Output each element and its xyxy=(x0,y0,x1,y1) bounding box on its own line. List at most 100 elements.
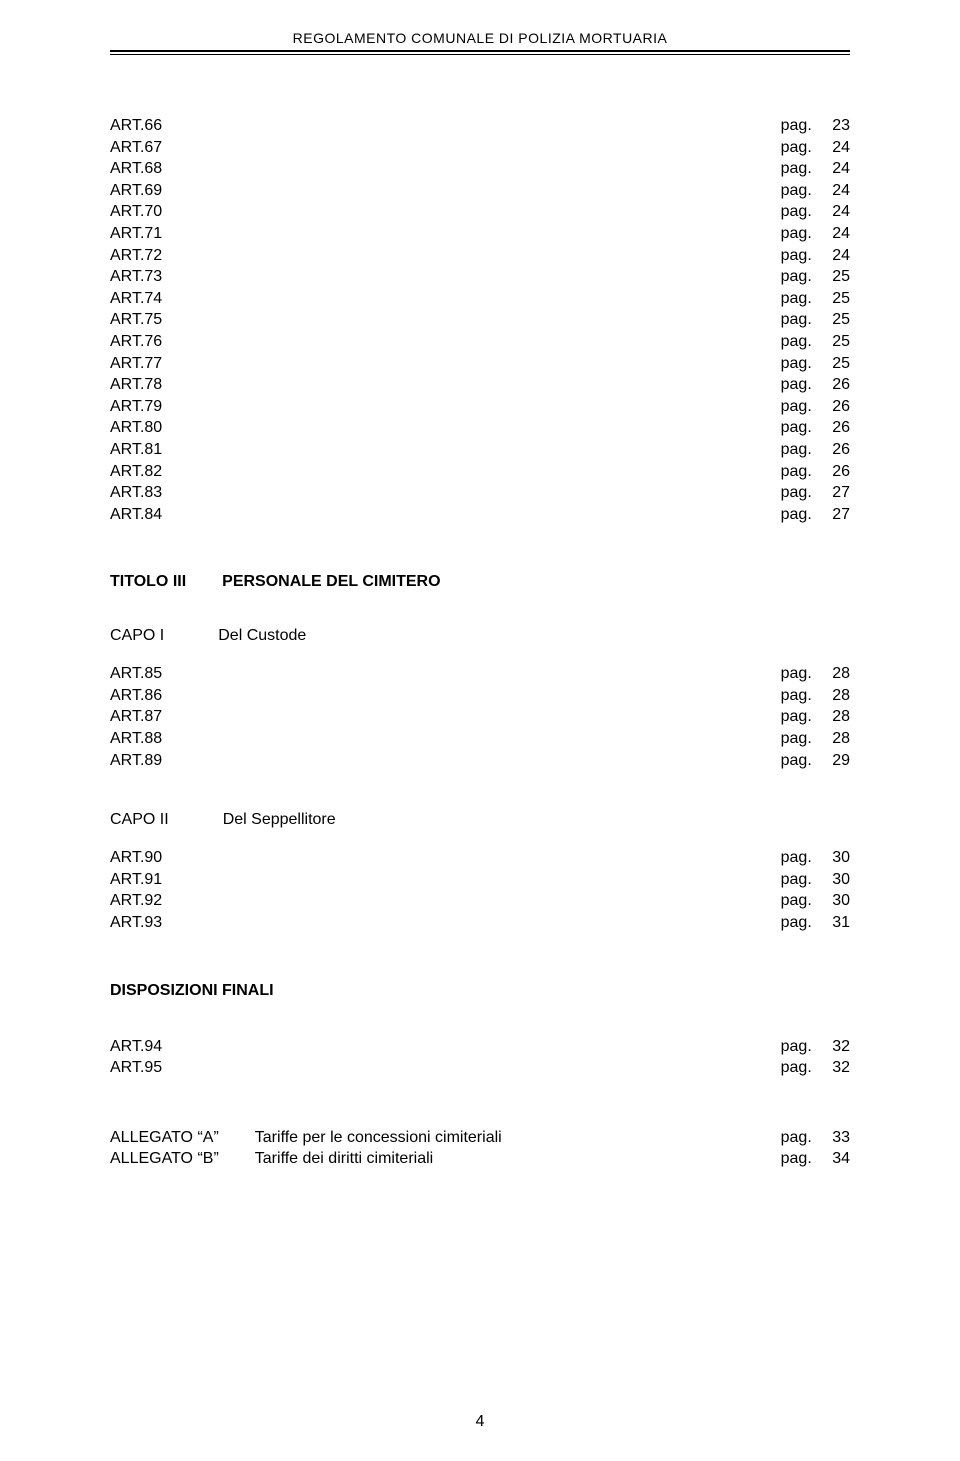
toc-page-ref: pag.26 xyxy=(781,439,850,461)
toc-row: ART.94pag.32 xyxy=(110,1036,850,1058)
toc-article-label: ART.87 xyxy=(110,706,162,728)
page-number-value: 24 xyxy=(828,180,850,202)
toc-row: ART.86pag.28 xyxy=(110,685,850,707)
toc-page-ref: pag.27 xyxy=(781,504,850,526)
toc-page-ref: pag.28 xyxy=(781,685,850,707)
header-rule xyxy=(110,50,850,55)
page-label: pag. xyxy=(781,115,812,137)
page-label: pag. xyxy=(781,309,812,331)
toc-row: ART.90 pag. 30 xyxy=(110,847,850,869)
toc-page-ref: pag.28 xyxy=(781,706,850,728)
toc-row: ART.73 pag. 25 xyxy=(110,266,850,288)
toc-row: ART.71pag.24 xyxy=(110,223,850,245)
toc-article-label: ART.80 xyxy=(110,417,162,439)
toc-article-label: ART.91 xyxy=(110,869,162,891)
toc-article-label: ART.78 xyxy=(110,374,162,396)
page-number-value: 25 xyxy=(828,353,850,375)
toc-row: ART.67pag.24 xyxy=(110,137,850,159)
page-label: pag. xyxy=(781,847,812,869)
page-label: pag. xyxy=(781,331,812,353)
titolo-3-title: PERSONALE DEL CIMITERO xyxy=(222,573,440,591)
page-label: pag. xyxy=(781,482,812,504)
toc-page-ref: pag.24 xyxy=(781,223,850,245)
page-label: pag. xyxy=(781,461,812,483)
page-number-value: 26 xyxy=(828,417,850,439)
page-label: pag. xyxy=(781,912,812,934)
toc-row: ART.78 pag. 26 xyxy=(110,374,850,396)
toc-row: ART.75pag.25 xyxy=(110,309,850,331)
page-header-title: REGOLAMENTO COMUNALE DI POLIZIA MORTUARI… xyxy=(110,30,850,46)
toc-row: ART.77 pag.25 xyxy=(110,353,850,375)
page-label: pag. xyxy=(781,374,812,396)
page-label: pag. xyxy=(781,245,812,267)
page-label: pag. xyxy=(781,706,812,728)
page-label: pag. xyxy=(781,137,812,159)
toc-page-ref: pag. 32 xyxy=(781,1036,850,1058)
page-number-value: 28 xyxy=(828,728,850,750)
capo-1-heading: CAPO I Del Custode xyxy=(110,627,850,645)
toc-page-ref: pag.32 xyxy=(781,1057,850,1079)
toc-page-ref: pag.25 xyxy=(781,288,850,310)
page-number-value: 28 xyxy=(828,685,850,707)
titolo-3-heading: TITOLO III PERSONALE DEL CIMITERO xyxy=(110,573,850,591)
allegato-label: ALLEGATO “B” xyxy=(110,1148,219,1170)
capo-1-label: CAPO I xyxy=(110,627,164,645)
page-label: pag. xyxy=(781,1036,812,1058)
page-label: pag. xyxy=(781,504,812,526)
page-number-value: 34 xyxy=(828,1148,850,1170)
toc-page-ref: pag.23 xyxy=(781,115,850,137)
allegato-row: ALLEGATO “B” Tariffe dei diritti cimiteri… xyxy=(110,1148,850,1170)
page-number-value: 25 xyxy=(828,266,850,288)
toc-page-ref: pag.29 xyxy=(781,750,850,772)
toc-page-ref: pag.28 xyxy=(781,728,850,750)
toc-page-ref: pag. 26 xyxy=(781,417,850,439)
toc-article-label: ART.66 xyxy=(110,115,162,137)
page-label: pag. xyxy=(781,158,812,180)
toc-article-label: ART.90 xyxy=(110,847,162,869)
toc-row: ART.72 pag. 24 xyxy=(110,245,850,267)
toc-page-ref: pag. 34 xyxy=(781,1148,850,1170)
toc-row: ART.92pag.30 xyxy=(110,890,850,912)
toc-article-label: ART.74 xyxy=(110,288,162,310)
page-number-value: 29 xyxy=(828,750,850,772)
page-label: pag. xyxy=(781,180,812,202)
toc-row: ART.82pag.26 xyxy=(110,461,850,483)
page-number-value: 30 xyxy=(828,869,850,891)
page-label: pag. xyxy=(781,266,812,288)
toc-article-label: ART.85 xyxy=(110,663,162,685)
toc-row: ART.93 pag.31 xyxy=(110,912,850,934)
page-number-value: 30 xyxy=(828,847,850,869)
page-number-value: 25 xyxy=(828,309,850,331)
toc-article-label: ART.93 xyxy=(110,912,162,934)
page-number-value: 26 xyxy=(828,374,850,396)
allegato-label: ALLEGATO “A” xyxy=(110,1127,219,1149)
allegato-desc: Tariffe dei diritti cimiteriali xyxy=(255,1148,433,1170)
toc-page-ref: pag.25 xyxy=(781,353,850,375)
page-label: pag. xyxy=(781,1148,812,1170)
page-label: pag. xyxy=(781,417,812,439)
toc-row: ART.89pag.29 xyxy=(110,750,850,772)
toc-page-ref: pag.31 xyxy=(781,912,850,934)
toc-row: ART.80 pag. 26 xyxy=(110,417,850,439)
toc-page-ref: pag. 30 xyxy=(781,847,850,869)
toc-article-label: ART.72 xyxy=(110,245,162,267)
page-number-value: 30 xyxy=(828,890,850,912)
toc-page-ref: pag. 26 xyxy=(781,461,850,483)
toc-row: ART.81pag.26 xyxy=(110,439,850,461)
page-number-value: 28 xyxy=(828,663,850,685)
toc-article-label: ART.77 xyxy=(110,353,162,375)
toc-page-ref: pag. 24 xyxy=(781,180,850,202)
toc-article-label: ART.76 xyxy=(110,331,162,353)
toc-article-label: ART.73 xyxy=(110,266,162,288)
toc-page-ref: pag.26 xyxy=(781,396,850,418)
page-number-value: 24 xyxy=(828,245,850,267)
toc-article-label: ART.67 xyxy=(110,137,162,159)
page-number-value: 32 xyxy=(828,1036,850,1058)
toc-article-label: ART.84 xyxy=(110,504,162,526)
toc-page-ref: pag. 26 xyxy=(781,374,850,396)
toc-row: ART.85pag.28 xyxy=(110,663,850,685)
page-number-value: 26 xyxy=(828,461,850,483)
page-label: pag. xyxy=(781,223,812,245)
allegato-row: ALLEGATO “A”Tariffe per le concessioni c… xyxy=(110,1127,850,1149)
capo-2-heading: CAPO II Del Seppellitore xyxy=(110,811,850,829)
